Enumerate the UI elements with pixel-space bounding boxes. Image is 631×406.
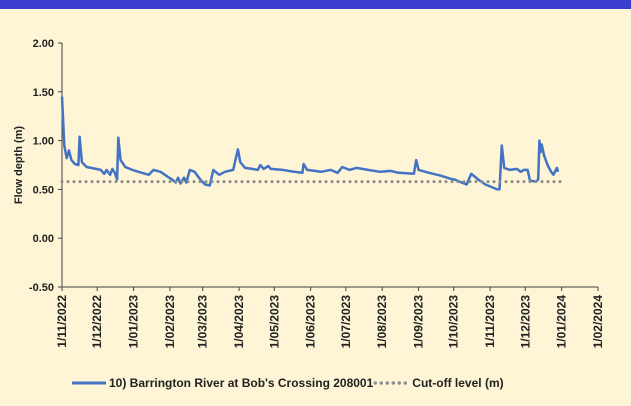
x-tick-label: 1/02/2024 [591,295,605,349]
x-tick-label: 1/02/2023 [163,295,177,349]
x-tick-label: 1/01/2023 [127,295,141,349]
x-tick-label: 1/08/2023 [375,295,389,349]
legend-label: Cut-off level (m) [412,376,503,390]
y-tick-label: 0.50 [33,184,54,196]
x-tick-label: 1/11/2023 [483,295,497,348]
legend-label: 10) Barrington River at Bob's Crossing 2… [109,376,374,390]
x-tick-label: 1/03/2023 [196,295,210,349]
x-tick-label: 1/12/2023 [518,295,532,349]
x-tick-label: 1/09/2023 [412,295,426,349]
x-tick-label: 1/07/2023 [339,295,353,349]
y-tick-label: 1.50 [33,87,54,99]
x-tick-label: 1/06/2023 [304,295,318,349]
y-tick-label: -0.50 [29,282,54,294]
x-tick-label: 1/01/2024 [555,295,569,349]
top-bar [0,0,631,9]
x-tick-label: 1/12/2022 [90,295,104,349]
y-tick-label: 0.00 [33,233,54,245]
x-tick-label: 1/10/2023 [447,295,461,349]
x-tick-label: 1/05/2023 [267,295,281,349]
y-tick-label: 1.00 [33,136,54,148]
y-axis-label: Flow depth (m) [13,126,25,205]
y-tick-label: 2.00 [33,38,54,50]
series-line [60,96,560,191]
x-tick-label: 1/11/2022 [55,295,69,348]
x-tick-label: 1/04/2023 [232,295,246,349]
